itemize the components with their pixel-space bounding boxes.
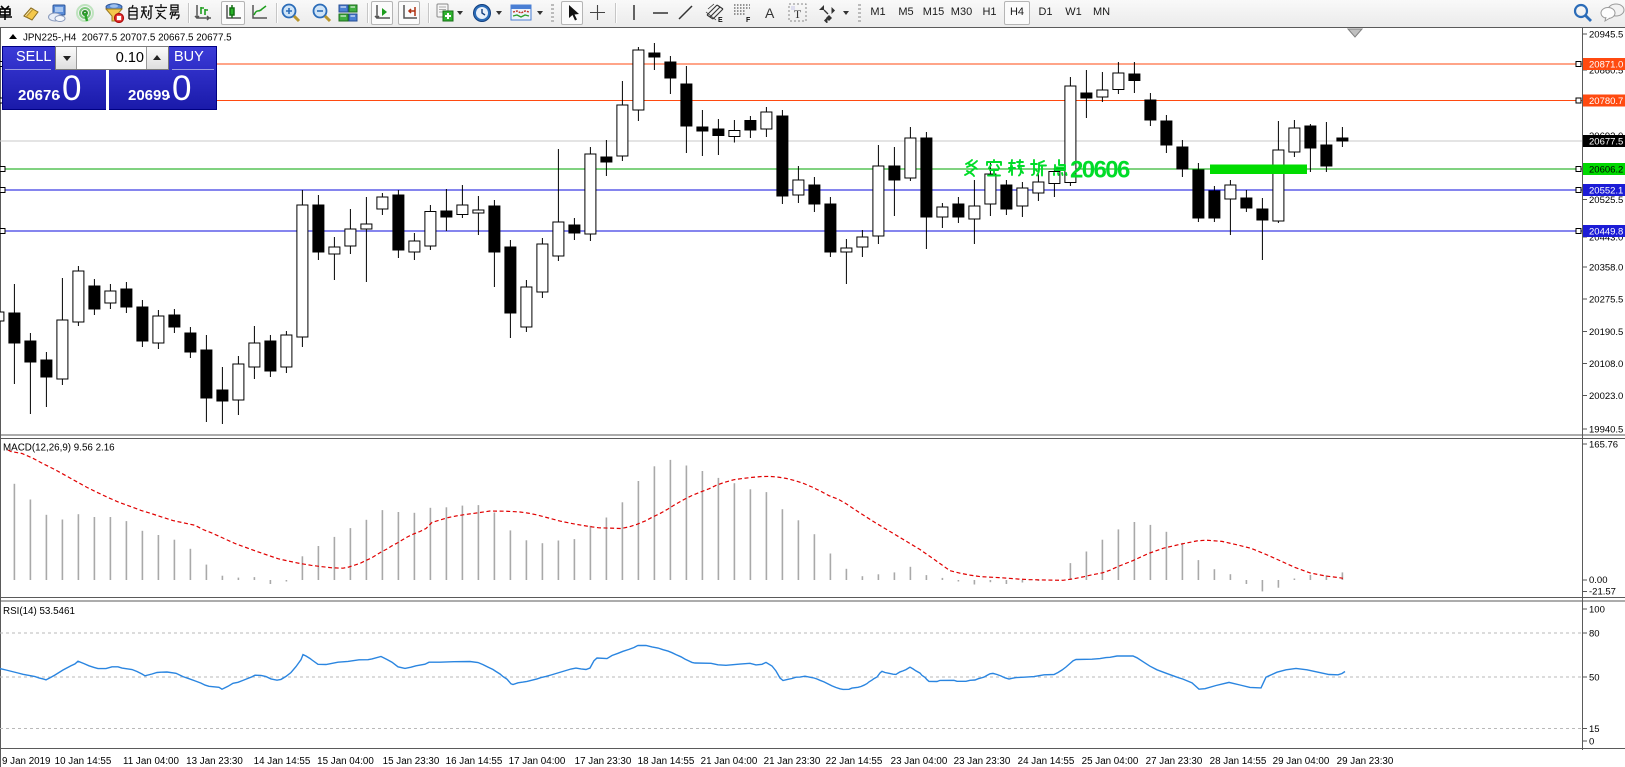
svg-text:15: 15 (1589, 724, 1600, 735)
svg-text:80: 80 (1589, 629, 1600, 640)
svg-text:20552.1: 20552.1 (1589, 186, 1623, 197)
svg-text:20449.8: 20449.8 (1589, 227, 1623, 238)
svg-text:0.00: 0.00 (1589, 575, 1608, 586)
svg-text:20780.7: 20780.7 (1589, 96, 1623, 107)
svg-text:20606: 20606 (1070, 157, 1130, 184)
svg-text:20606.2: 20606.2 (1589, 165, 1623, 176)
svg-text:20358.0: 20358.0 (1589, 263, 1623, 274)
svg-text:22 Jan 14:55: 22 Jan 14:55 (826, 756, 883, 767)
svg-text:13 Jan 23:30: 13 Jan 23:30 (186, 756, 243, 767)
svg-text:20190.5: 20190.5 (1589, 327, 1623, 338)
svg-text:F: F (746, 17, 751, 23)
svg-text:10 Jan 14:55: 10 Jan 14:55 (55, 756, 112, 767)
svg-text:20023.0: 20023.0 (1589, 391, 1623, 402)
svg-text:JPN225-,H4 20677.5 20707.5 20: JPN225-,H4 20677.5 20707.5 20667.5 20677… (23, 33, 232, 44)
svg-text:15 Jan 04:00: 15 Jan 04:00 (317, 756, 374, 767)
svg-text:100: 100 (1589, 605, 1605, 616)
svg-text:20108.0: 20108.0 (1589, 359, 1623, 370)
svg-text:MACD(12,26,9) 9.56 2.16: MACD(12,26,9) 9.56 2.16 (3, 443, 115, 454)
svg-text:RSI(14) 53.5461: RSI(14) 53.5461 (3, 606, 75, 617)
svg-text:9 Jan 2019: 9 Jan 2019 (2, 756, 50, 767)
svg-text:14 Jan 14:55: 14 Jan 14:55 (254, 756, 311, 767)
svg-text:20677.5: 20677.5 (1589, 137, 1623, 148)
svg-text:19940.5: 19940.5 (1589, 425, 1623, 436)
svg-text:50: 50 (1589, 673, 1600, 684)
svg-text:21 Jan 23:30: 21 Jan 23:30 (764, 756, 821, 767)
svg-text:11 Jan 04:00: 11 Jan 04:00 (123, 756, 179, 767)
svg-text:25 Jan 04:00: 25 Jan 04:00 (1082, 756, 1139, 767)
svg-text:20275.5: 20275.5 (1589, 295, 1623, 306)
svg-text:21 Jan 04:00: 21 Jan 04:00 (701, 756, 758, 767)
svg-text:29 Jan 23:30: 29 Jan 23:30 (1337, 756, 1394, 767)
svg-text:-21.57: -21.57 (1589, 587, 1616, 598)
svg-text:165.76: 165.76 (1589, 440, 1618, 451)
svg-text:28 Jan 14:55: 28 Jan 14:55 (1210, 756, 1267, 767)
svg-text:20871.0: 20871.0 (1589, 60, 1623, 71)
svg-text:18 Jan 14:55: 18 Jan 14:55 (638, 756, 695, 767)
svg-text:20860.5: 20860.5 (1589, 66, 1623, 77)
svg-text:E: E (718, 17, 723, 23)
svg-text:23 Jan 23:30: 23 Jan 23:30 (954, 756, 1011, 767)
svg-text:29 Jan 04:00: 29 Jan 04:00 (1273, 756, 1330, 767)
svg-text:24 Jan 14:55: 24 Jan 14:55 (1018, 756, 1075, 767)
svg-text:0: 0 (1589, 737, 1594, 748)
svg-text:20525.5: 20525.5 (1589, 195, 1623, 206)
svg-text:27 Jan 23:30: 27 Jan 23:30 (1146, 756, 1203, 767)
svg-text:15 Jan 23:30: 15 Jan 23:30 (383, 756, 440, 767)
svg-text:16 Jan 14:55: 16 Jan 14:55 (446, 756, 503, 767)
svg-text:23 Jan 04:00: 23 Jan 04:00 (891, 756, 948, 767)
svg-text:20443.0: 20443.0 (1589, 233, 1623, 244)
svg-text:17 Jan 23:30: 17 Jan 23:30 (575, 756, 632, 767)
svg-text:17 Jan 04:00: 17 Jan 04:00 (509, 756, 566, 767)
svg-text:20945.5: 20945.5 (1589, 30, 1623, 41)
svg-text:T: T (794, 7, 802, 21)
